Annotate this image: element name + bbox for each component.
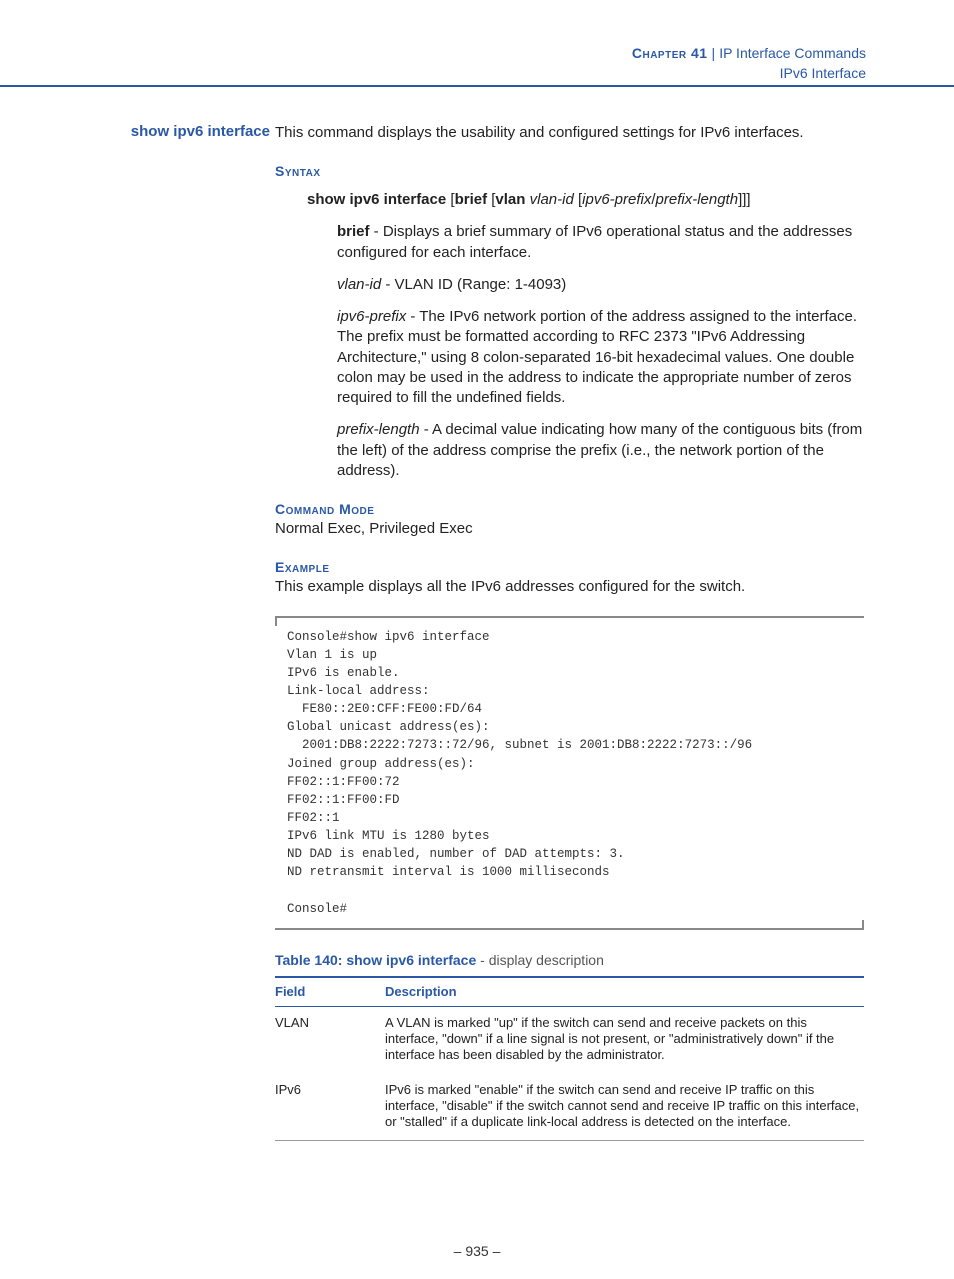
syntax-len: prefix-length (656, 191, 739, 208)
example-label: Example (275, 559, 864, 575)
chapter-label: Chapter 41 (632, 45, 708, 61)
table-cell-field: VLAN (275, 1015, 385, 1064)
syntax-cmd1: show ipv6 interface (307, 191, 446, 208)
param-prefix: ipv6-prefix - The IPv6 network portion o… (337, 307, 864, 408)
syntax-vlan: vlan-id (530, 191, 574, 208)
param-brief-desc: - Displays a brief summary of IPv6 opera… (337, 223, 852, 260)
param-vlan-name: vlan-id (337, 276, 381, 293)
page-header: Chapter 41|IP Interface Commands IPv6 In… (0, 44, 954, 87)
table-header-row: Field Description (275, 978, 864, 1007)
table-caption: Table 140: show ipv6 interface - display… (275, 952, 864, 968)
param-vlan-desc: - VLAN ID (Range: 1-4093) (381, 276, 566, 293)
table-caption-a: Table 140: show ipv6 interface (275, 952, 476, 968)
param-prefix-desc: - The IPv6 network portion of the addres… (337, 308, 857, 406)
description-table: Field Description VLAN A VLAN is marked … (275, 976, 864, 1142)
param-brief: brief - Displays a brief summary of IPv6… (337, 222, 864, 263)
table-header-desc: Description (385, 984, 864, 1000)
table-cell-desc: A VLAN is marked "up" if the switch can … (385, 1015, 864, 1064)
page: Chapter 41|IP Interface Commands IPv6 In… (0, 44, 954, 1279)
syntax-cmd2: brief (455, 191, 488, 208)
content-area: show ipv6 interface This command display… (0, 123, 954, 1141)
table-caption-b: - display description (476, 952, 604, 968)
syntax-label: Syntax (275, 163, 864, 179)
example-text: This example displays all the IPv6 addre… (275, 577, 864, 597)
table-cell-field: IPv6 (275, 1082, 385, 1131)
param-len-name: prefix-length (337, 421, 420, 438)
table-row: VLAN A VLAN is marked "up" if the switch… (275, 1007, 864, 1074)
code-block: Console#show ipv6 interface Vlan 1 is up… (275, 616, 864, 930)
table-cell-desc: IPv6 is marked "enable" if the switch ca… (385, 1082, 864, 1131)
syntax-prefix: ipv6-prefix (582, 191, 651, 208)
header-title: IP Interface Commands (719, 45, 866, 61)
param-len: prefix-length - A decimal value indicati… (337, 420, 864, 481)
table-row: IPv6 IPv6 is marked "enable" if the swit… (275, 1074, 864, 1141)
intro-text: This command displays the usability and … (275, 123, 864, 143)
command-name-heading: show ipv6 interface (90, 123, 270, 140)
command-mode-text: Normal Exec, Privileged Exec (275, 519, 864, 539)
header-subtitle: IPv6 Interface (780, 65, 866, 81)
param-brief-name: brief (337, 223, 370, 240)
page-number: – 935 – (0, 1243, 954, 1259)
param-vlan: vlan-id - VLAN ID (Range: 1-4093) (337, 275, 864, 295)
syntax-line: show ipv6 interface [brief [vlan vlan-id… (307, 189, 864, 210)
header-separator: | (708, 45, 720, 61)
syntax-cmd3: vlan (495, 191, 525, 208)
command-mode-label: Command Mode (275, 501, 864, 517)
param-prefix-name: ipv6-prefix (337, 308, 406, 325)
table-header-field: Field (275, 984, 385, 1000)
